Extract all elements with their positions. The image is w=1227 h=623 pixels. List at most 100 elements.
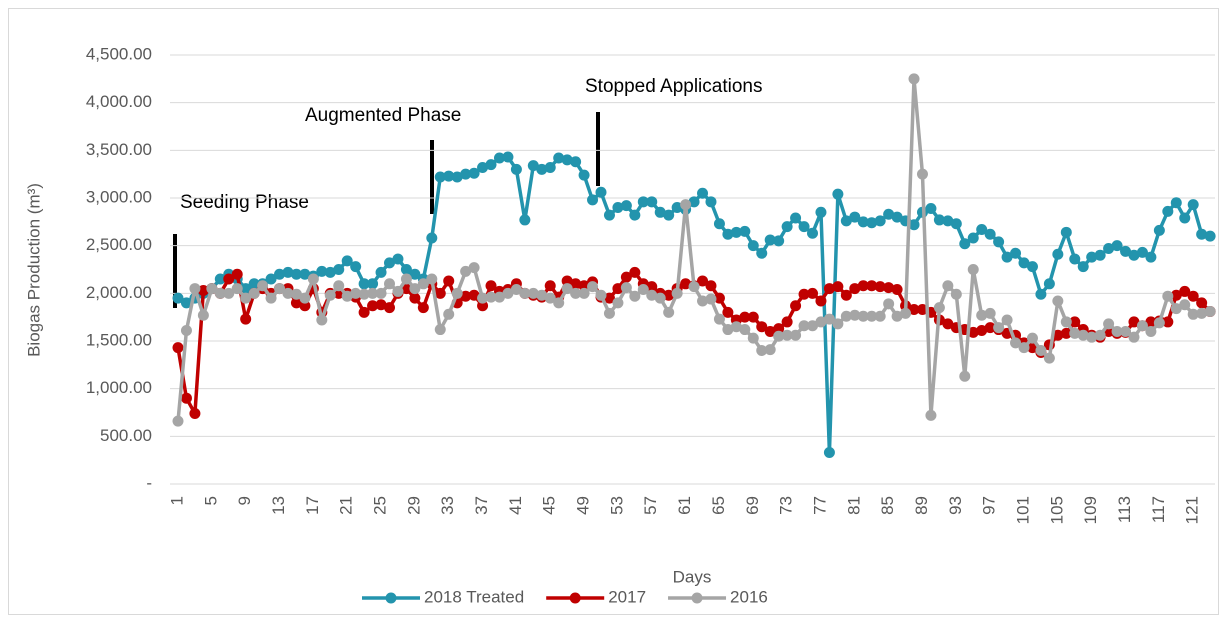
- data-point: [764, 234, 776, 246]
- data-point: [1145, 316, 1157, 328]
- data-point: [1162, 290, 1174, 302]
- data-point: [392, 253, 404, 265]
- data-point: [451, 171, 463, 183]
- data-point: [172, 342, 184, 354]
- data-point: [561, 275, 573, 287]
- data-point: [1187, 308, 1199, 320]
- data-point: [544, 280, 556, 292]
- data-point: [790, 212, 802, 224]
- legend-label: 2016: [730, 587, 768, 606]
- data-point: [916, 168, 928, 180]
- data-point: [316, 265, 328, 277]
- data-point: [485, 291, 497, 303]
- data-point: [654, 206, 666, 218]
- data-point: [1204, 305, 1216, 317]
- data-point: [1018, 342, 1030, 354]
- legend-marker: [691, 592, 703, 604]
- data-point: [756, 345, 768, 357]
- data-point: [773, 235, 785, 247]
- data-point: [967, 326, 979, 338]
- x-tick-label: 13: [269, 496, 288, 515]
- data-point: [697, 187, 709, 199]
- data-point: [942, 280, 954, 292]
- data-point: [713, 313, 725, 325]
- data-point: [1043, 278, 1055, 290]
- data-point: [671, 287, 683, 299]
- data-point: [1120, 325, 1132, 337]
- data-point: [1010, 247, 1022, 259]
- data-point: [1060, 316, 1072, 328]
- data-point: [1069, 253, 1081, 265]
- data-point: [460, 168, 472, 180]
- data-point: [1086, 251, 1098, 263]
- data-point: [443, 308, 455, 320]
- data-point: [722, 228, 734, 240]
- data-point: [443, 275, 455, 287]
- x-tick-label: 85: [878, 496, 897, 515]
- data-point: [976, 223, 988, 235]
- data-point: [561, 154, 573, 166]
- data-point: [290, 268, 302, 280]
- data-point: [629, 209, 641, 221]
- data-point: [502, 151, 514, 163]
- data-point: [468, 167, 480, 179]
- data-point: [790, 329, 802, 341]
- data-point: [595, 186, 607, 198]
- series: [172, 73, 1216, 427]
- data-point: [519, 214, 531, 226]
- legend-marker: [385, 592, 397, 604]
- data-point: [1153, 224, 1165, 236]
- data-point: [477, 292, 489, 304]
- y-tick-label: -: [146, 473, 152, 492]
- data-point: [223, 273, 235, 285]
- data-point: [823, 447, 835, 459]
- data-point: [299, 292, 311, 304]
- data-point: [324, 266, 336, 278]
- data-point: [891, 310, 903, 322]
- data-point: [570, 287, 582, 299]
- data-point: [840, 289, 852, 301]
- data-point: [578, 287, 590, 299]
- data-point: [1035, 288, 1047, 300]
- data-point: [485, 159, 497, 171]
- data-point: [874, 281, 886, 293]
- data-point: [333, 264, 345, 275]
- data-point: [587, 194, 599, 206]
- data-point: [1187, 290, 1199, 302]
- data-point: [1077, 329, 1089, 341]
- data-point: [857, 216, 869, 228]
- data-point: [756, 247, 768, 259]
- data-point: [375, 287, 387, 299]
- data-point: [350, 287, 362, 299]
- data-point: [739, 324, 751, 336]
- data-point: [1128, 316, 1140, 328]
- data-point: [400, 264, 412, 275]
- data-point: [1111, 240, 1123, 252]
- data-point: [1179, 212, 1191, 224]
- data-point: [620, 200, 632, 212]
- data-point: [773, 330, 785, 342]
- data-point: [400, 273, 412, 285]
- data-point: [646, 289, 658, 301]
- data-point: [1145, 325, 1157, 337]
- data-point: [561, 283, 573, 295]
- data-point: [950, 288, 962, 300]
- data-point: [976, 325, 988, 337]
- x-tick-label: 73: [777, 496, 796, 515]
- x-tick-label: 105: [1047, 496, 1066, 524]
- data-point: [612, 283, 624, 295]
- y-tick-label: 1,500.00: [86, 330, 152, 349]
- data-point: [849, 283, 861, 295]
- data-point: [197, 284, 209, 296]
- data-point: [883, 282, 895, 294]
- data-point: [468, 262, 480, 274]
- data-point: [527, 160, 539, 172]
- data-point: [206, 283, 218, 295]
- x-tick-label: 25: [371, 496, 390, 515]
- data-point: [781, 329, 793, 341]
- x-tick-label: 33: [438, 496, 457, 515]
- data-point: [231, 268, 243, 280]
- data-point: [646, 196, 658, 208]
- data-point: [1111, 325, 1123, 337]
- data-point: [705, 196, 717, 208]
